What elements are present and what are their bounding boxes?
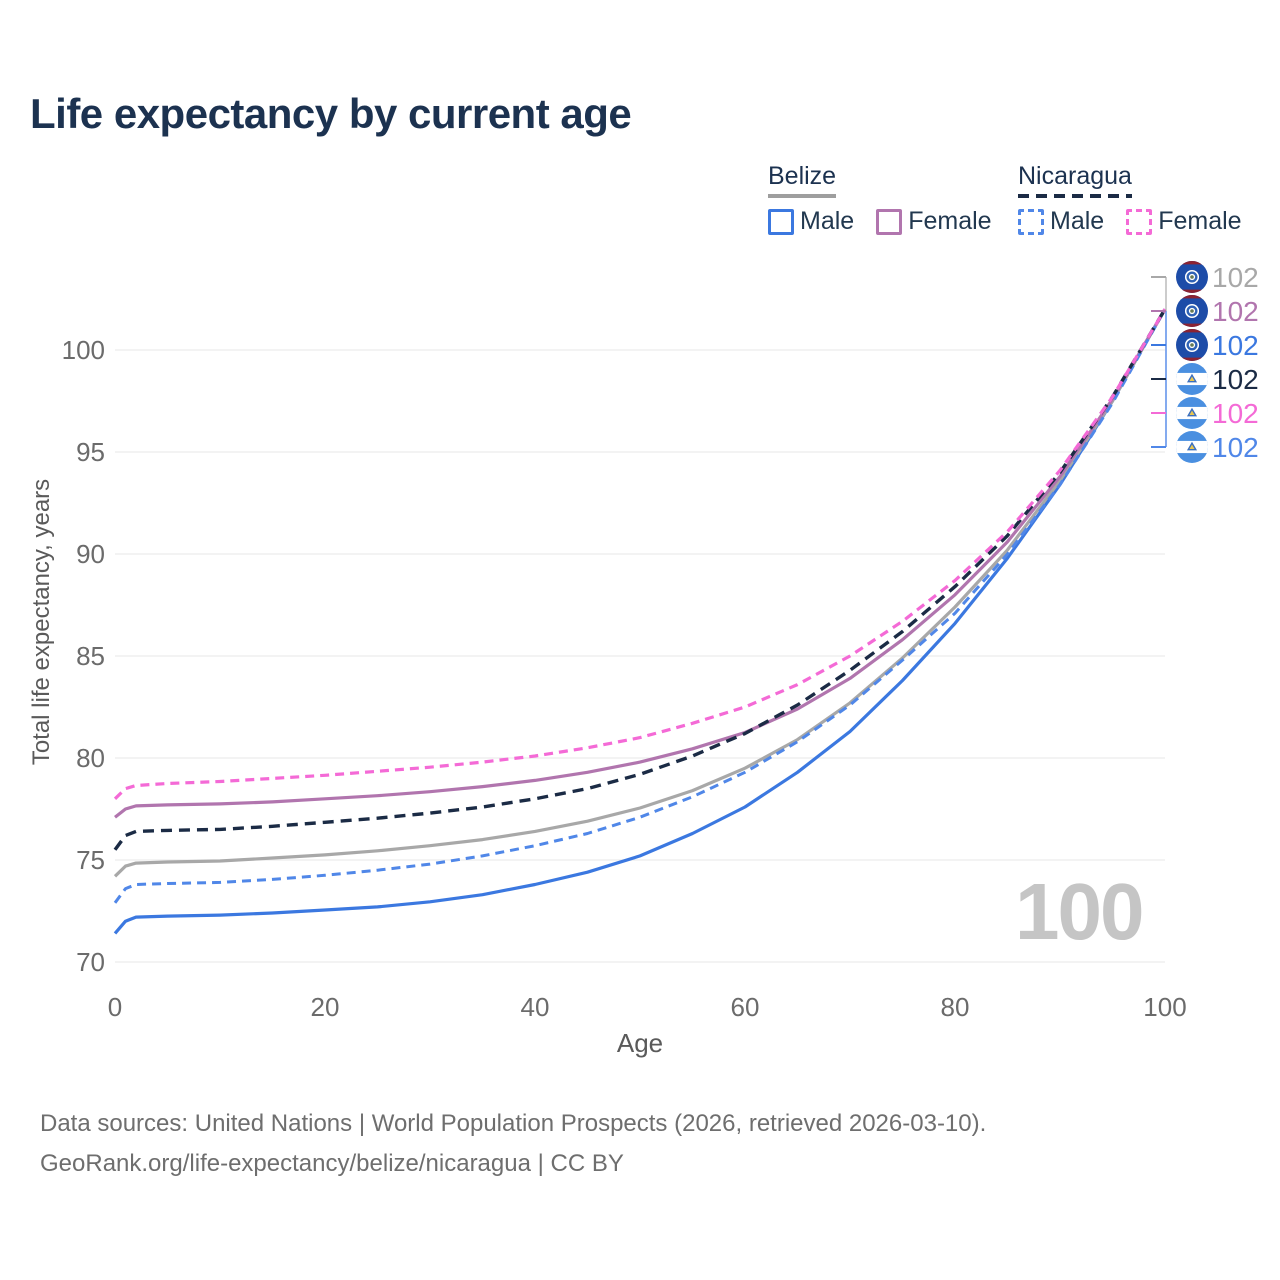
page-title: Life expectancy by current age xyxy=(30,90,632,137)
x-axis-title: Age xyxy=(616,1028,664,1058)
legend-group-nicaragua: Nicaragua Male Female xyxy=(1018,162,1242,236)
attribution-text: GeoRank.org/life-expectancy/belize/nicar… xyxy=(40,1150,624,1177)
series-line-belize-male xyxy=(113,308,1167,935)
x-tick-label: 0 xyxy=(108,992,122,1022)
series-line-nicaragua-female xyxy=(113,308,1167,800)
y-tick-label: 90 xyxy=(76,539,105,569)
belize-male-checkbox[interactable] xyxy=(768,208,794,235)
legend-belize-header: Belize xyxy=(768,162,837,198)
series-line-nicaragua-male xyxy=(113,308,1167,904)
legend-group-belize: Belize Male Female xyxy=(768,162,992,236)
age-watermark: 100 xyxy=(1015,867,1144,956)
end-value-label-nicaragua-male: 102 xyxy=(1212,432,1259,463)
end-value-label-nicaragua-total: 102 xyxy=(1212,364,1259,395)
series-line-belize-total xyxy=(113,308,1167,878)
x-tick-label: 60 xyxy=(731,992,760,1022)
belize-flag-icon xyxy=(1176,261,1208,293)
end-value-label-belize-total: 102 xyxy=(1212,262,1259,293)
nicaragua-line-style-swatch xyxy=(1018,194,1132,198)
nicaragua-female-checkbox[interactable] xyxy=(1126,208,1153,235)
legend-nicaragua-name: Nicaragua xyxy=(1018,162,1132,190)
y-tick-label: 70 xyxy=(76,947,105,977)
y-tick-label: 75 xyxy=(76,845,105,875)
nicaragua-flag-icon xyxy=(1176,431,1208,463)
nicaragua-flag-icon xyxy=(1176,363,1208,395)
belize-line-style-swatch xyxy=(768,194,837,198)
x-tick-label: 100 xyxy=(1143,992,1186,1022)
legend-belize-name: Belize xyxy=(768,162,837,190)
end-value-label-nicaragua-female: 102 xyxy=(1212,398,1259,429)
y-tick-label: 100 xyxy=(62,335,105,365)
y-tick-label: 95 xyxy=(76,437,105,467)
legend-toggle-nicaragua-female[interactable]: Female xyxy=(1126,207,1242,236)
belize-flag-icon xyxy=(1176,329,1208,361)
x-tick-label: 20 xyxy=(311,992,340,1022)
nicaragua-flag-icon xyxy=(1176,397,1208,429)
belize-male-label: Male xyxy=(800,207,855,235)
data-sources-text: Data sources: United Nations | World Pop… xyxy=(40,1110,987,1137)
y-axis-title: Total life expectancy, years xyxy=(28,478,55,766)
y-tick-label: 85 xyxy=(76,641,105,671)
end-value-label-belize-female: 102 xyxy=(1212,296,1259,327)
x-tick-label: 80 xyxy=(941,992,970,1022)
series-line-belize-female xyxy=(114,308,1167,819)
nicaragua-male-label: Male xyxy=(1050,207,1105,235)
nicaragua-female-label: Female xyxy=(1158,207,1242,235)
y-tick-label: 80 xyxy=(76,743,105,773)
footer: Data sources: United Nations | World Pop… xyxy=(40,1104,986,1184)
belize-female-checkbox[interactable] xyxy=(876,208,903,235)
belize-female-label: Female xyxy=(908,207,992,235)
series-line-nicaragua-total xyxy=(113,308,1167,851)
end-value-label-belize-male: 102 xyxy=(1212,330,1259,361)
belize-flag-icon xyxy=(1176,295,1208,327)
legend-nicaragua-header: Nicaragua xyxy=(1018,162,1132,198)
legend-toggle-belize-female[interactable]: Female xyxy=(876,207,992,236)
x-tick-label: 40 xyxy=(521,992,550,1022)
legend-toggle-belize-male[interactable]: Male xyxy=(768,207,854,236)
nicaragua-male-checkbox[interactable] xyxy=(1018,208,1044,235)
legend-toggle-nicaragua-male[interactable]: Male xyxy=(1018,207,1104,236)
